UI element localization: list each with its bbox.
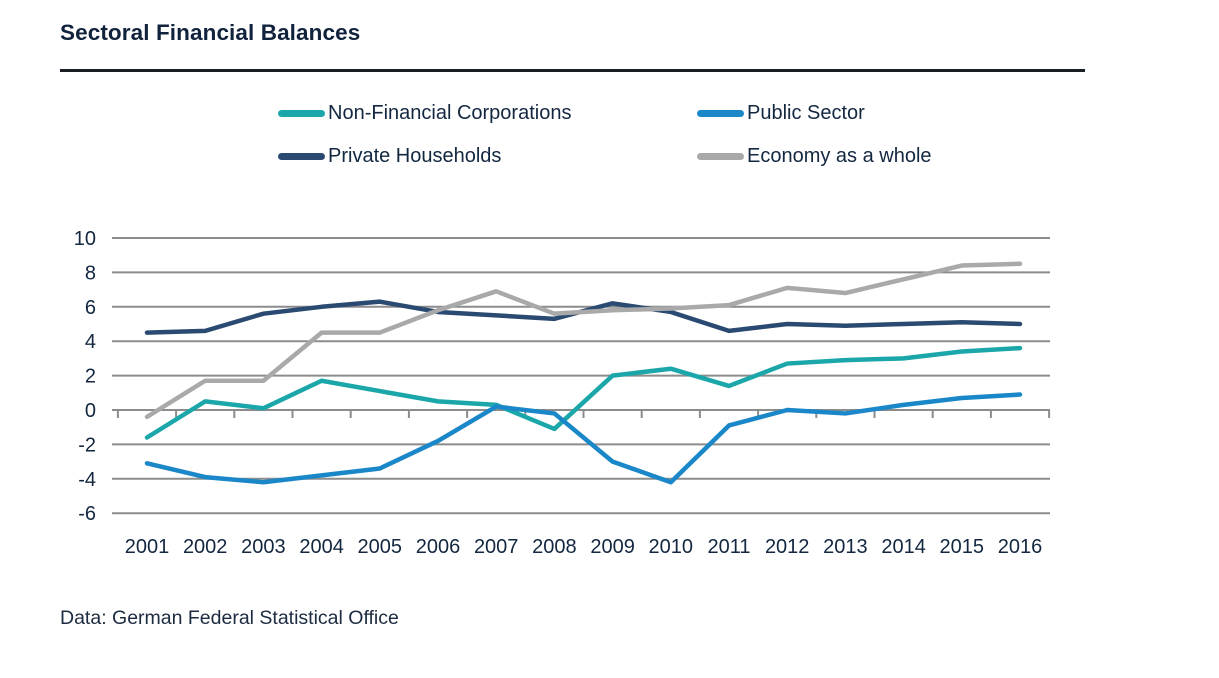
legend-swatch-blue-icon — [697, 109, 744, 117]
x-tick-label: 2004 — [299, 536, 344, 558]
legend-swatch-teal-icon — [278, 109, 325, 117]
legend-label: Non-Financial Corporations — [328, 101, 572, 124]
x-tick-label: 2014 — [881, 536, 926, 558]
x-tick-label: 2013 — [823, 536, 868, 558]
legend-item-non-financial-corporations: Non-Financial Corporations — [278, 100, 697, 126]
series-line-non-financial-corporations — [144, 345, 1023, 440]
y-tick-label: 2 — [85, 366, 96, 388]
x-tick-label: 2016 — [998, 536, 1043, 558]
page-title: Sectoral Financial Balances — [60, 20, 361, 45]
x-tick-label: 2001 — [125, 536, 170, 558]
legend-label: Private Households — [328, 144, 502, 167]
legend-item-public-sector: Public Sector — [697, 100, 932, 126]
y-tick-label: 6 — [85, 297, 96, 319]
x-tick-label: 2011 — [707, 536, 750, 558]
legend-label: Public Sector — [747, 101, 865, 124]
y-tick-label: -4 — [78, 469, 96, 491]
title-divider — [60, 69, 1085, 72]
y-tick-label: 0 — [85, 400, 96, 422]
legend: Non-Financial Corporations Public Sector… — [278, 100, 932, 169]
y-tick-label: 8 — [85, 262, 96, 284]
x-tick-label: 2010 — [649, 536, 694, 558]
legend-item-economy-as-a-whole: Economy as a whole — [697, 143, 932, 169]
y-tick-label: 4 — [85, 331, 96, 353]
series-line-economy-as-a-whole — [144, 261, 1023, 420]
legend-item-private-households: Private Households — [278, 143, 697, 169]
legend-label: Economy as a whole — [747, 144, 932, 167]
y-tick-label: -6 — [78, 503, 96, 525]
x-tick-label: 2002 — [183, 536, 228, 558]
x-tick-label: 2012 — [765, 536, 810, 558]
y-tick-label: -2 — [78, 434, 96, 456]
x-tick-label: 2005 — [358, 536, 403, 558]
x-tick-label: 2015 — [940, 536, 985, 558]
x-tick-label: 2008 — [532, 536, 577, 558]
series-line-public-sector — [144, 392, 1023, 485]
x-tick-label: 2006 — [416, 536, 461, 558]
legend-swatch-navy-icon — [278, 152, 325, 160]
x-tick-label: 2007 — [474, 536, 519, 558]
y-tick-label: 10 — [74, 228, 96, 250]
x-tick-label: 2003 — [241, 536, 286, 558]
legend-swatch-gray-icon — [697, 152, 744, 160]
x-tick-label: 2009 — [590, 536, 635, 558]
data-source-note: Data: German Federal Statistical Office — [60, 607, 399, 629]
